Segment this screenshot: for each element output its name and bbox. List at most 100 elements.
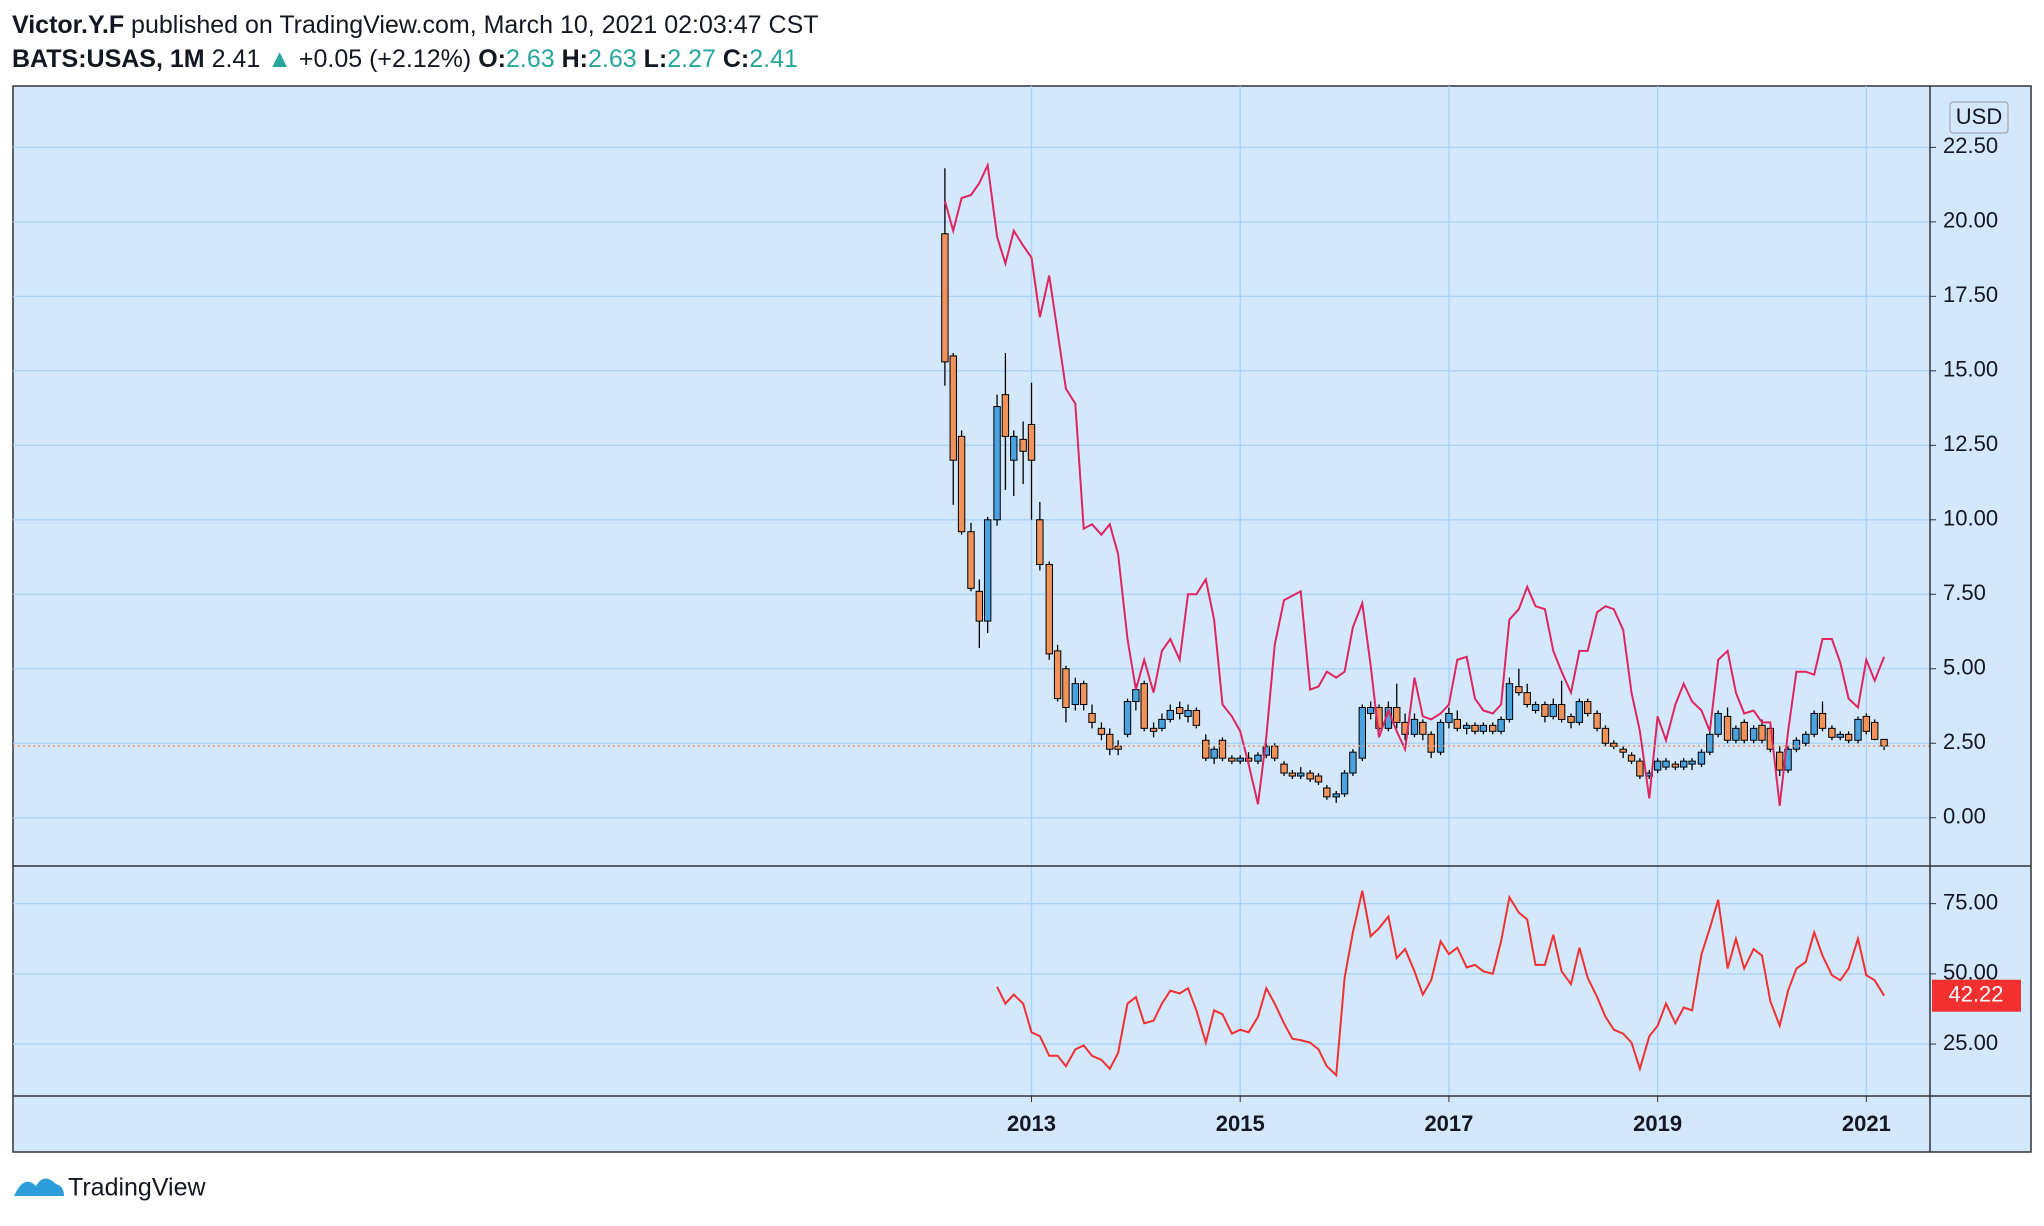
candle-body bbox=[967, 531, 975, 589]
candle-body bbox=[1531, 704, 1540, 711]
x-tick-label: 2013 bbox=[1007, 1111, 1056, 1136]
candle-body bbox=[1053, 650, 1062, 700]
candle-body bbox=[1802, 733, 1810, 744]
candle-body bbox=[1175, 706, 1184, 714]
candle-body bbox=[1262, 745, 1271, 756]
o-label: O: bbox=[478, 45, 506, 73]
candle-body bbox=[1854, 718, 1862, 741]
candle-body bbox=[1436, 721, 1445, 753]
candle-body bbox=[1202, 739, 1210, 759]
candle-body bbox=[941, 233, 949, 363]
candle-body bbox=[1688, 760, 1696, 765]
x-tick-label: 2015 bbox=[1216, 1111, 1265, 1136]
header: Victor.Y.F published on TradingView.com,… bbox=[12, 8, 819, 76]
candle-body bbox=[1419, 721, 1427, 735]
y-tick-label: 2.50 bbox=[1943, 729, 1986, 754]
y-tick-label: 12.50 bbox=[1943, 431, 1998, 456]
candle-body bbox=[1358, 706, 1367, 759]
candle-body bbox=[1079, 683, 1088, 706]
candle-body bbox=[1636, 760, 1644, 777]
h-label: H: bbox=[561, 45, 588, 73]
candle-body bbox=[1236, 757, 1244, 762]
candle-body bbox=[1393, 706, 1401, 723]
candle-body bbox=[1818, 712, 1827, 729]
y-tick-label: 15.00 bbox=[1943, 357, 1998, 382]
y-tick-label: 20.00 bbox=[1943, 208, 1998, 233]
candle-body bbox=[1776, 751, 1784, 771]
candle-body bbox=[1158, 718, 1166, 729]
candle-body bbox=[1270, 745, 1279, 759]
candle-body bbox=[1019, 438, 1027, 452]
change: +0.05 (+2.12%) bbox=[298, 45, 472, 73]
x-tick-label: 2021 bbox=[1842, 1111, 1891, 1136]
candle-body bbox=[1541, 704, 1549, 717]
candle-body bbox=[1810, 712, 1818, 735]
candle-body bbox=[1192, 709, 1201, 726]
candle-body bbox=[1601, 727, 1610, 744]
candle-body bbox=[1828, 727, 1836, 738]
candle-body bbox=[1497, 718, 1505, 732]
candle-body bbox=[957, 435, 966, 533]
candle-body bbox=[1567, 715, 1575, 723]
candle-body bbox=[1671, 763, 1680, 768]
logo: TradingView bbox=[14, 1174, 207, 1202]
candle-body bbox=[1471, 724, 1479, 732]
candle-body bbox=[1366, 706, 1375, 714]
candle-body bbox=[1097, 727, 1106, 735]
grid bbox=[13, 86, 1936, 1102]
candle-body bbox=[1489, 724, 1497, 732]
last: 2.41 bbox=[211, 45, 261, 73]
candle-body bbox=[1714, 712, 1722, 735]
candle-body bbox=[1549, 704, 1557, 717]
candle-body bbox=[1332, 793, 1340, 798]
candle-body bbox=[1515, 686, 1523, 694]
candle-body bbox=[1314, 775, 1323, 783]
labels: 0.00 2.50 5.00 7.50 10.00 12.50 15.00 17.50 20.0… bbox=[1007, 133, 2021, 1136]
candle-body bbox=[1410, 718, 1419, 735]
candle-body bbox=[1523, 692, 1531, 706]
candle-body bbox=[1584, 701, 1592, 714]
logo-icon bbox=[14, 1178, 64, 1196]
candle-body bbox=[1627, 754, 1636, 762]
marks bbox=[13, 161, 1930, 1078]
candle-body bbox=[1836, 733, 1844, 738]
symbol: BATS:USAS, 1M bbox=[12, 45, 205, 73]
candle-body bbox=[1340, 772, 1349, 795]
candle-body bbox=[1123, 701, 1132, 735]
candle-body bbox=[1706, 733, 1714, 753]
y-tick-label: 0.00 bbox=[1943, 804, 1986, 829]
y-tick-label: 7.50 bbox=[1943, 580, 1986, 605]
candle-body bbox=[1870, 721, 1879, 740]
candle-body bbox=[1662, 760, 1670, 768]
candle-body bbox=[1697, 751, 1706, 765]
y-tick-label: 75.00 bbox=[1943, 889, 1998, 914]
candle-body bbox=[1149, 727, 1158, 732]
candle-body bbox=[1140, 683, 1148, 729]
candle-body bbox=[1792, 739, 1801, 750]
candle-body bbox=[1557, 704, 1566, 720]
candle-body bbox=[993, 406, 1001, 521]
candle-body bbox=[1088, 712, 1096, 723]
header-line-1: Victor.Y.F published on TradingView.com,… bbox=[12, 8, 819, 42]
y-tick-label: 17.50 bbox=[1943, 282, 1998, 307]
candle-body bbox=[1880, 738, 1888, 747]
y-tick-label: 10.00 bbox=[1943, 506, 1998, 531]
candle-body bbox=[1036, 519, 1044, 565]
high: 2.63 bbox=[587, 45, 637, 73]
candle-body bbox=[1297, 772, 1305, 777]
candle-body bbox=[1280, 763, 1288, 774]
candle-body bbox=[1166, 709, 1174, 720]
candle-body bbox=[1844, 733, 1853, 741]
candle-body bbox=[1479, 724, 1488, 732]
y-tick-label: 22.50 bbox=[1943, 133, 1998, 158]
candle-body bbox=[1453, 718, 1461, 729]
author: Victor.Y.F bbox=[12, 11, 125, 39]
candle-body bbox=[1184, 709, 1192, 717]
candle-body bbox=[1593, 712, 1601, 729]
candle-body bbox=[1106, 733, 1114, 750]
candle-body bbox=[1071, 683, 1080, 706]
published: published on TradingView.com, March 10, … bbox=[131, 11, 819, 39]
candle-body bbox=[1427, 733, 1435, 753]
candle-body bbox=[1653, 760, 1662, 771]
